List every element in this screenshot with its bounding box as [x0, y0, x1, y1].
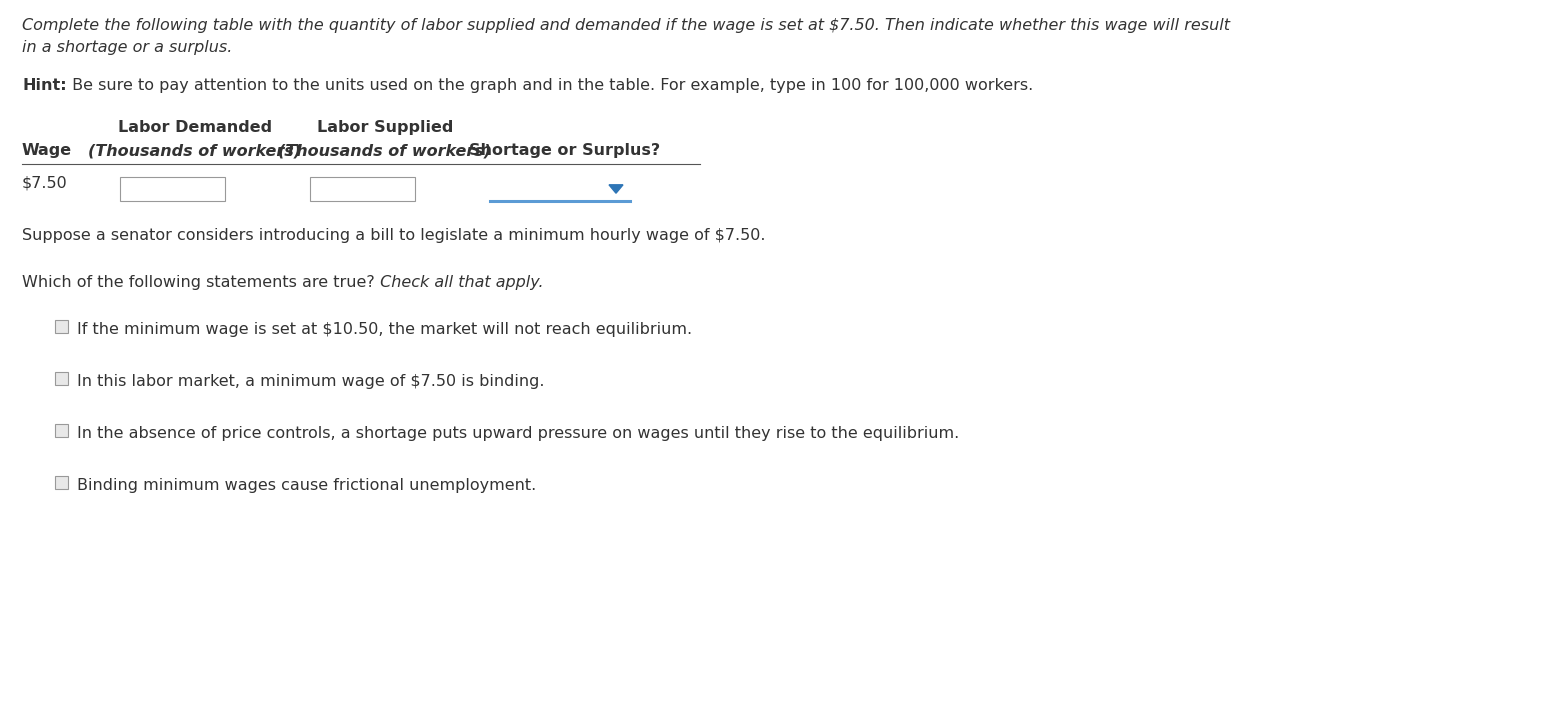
Text: (Thousands of workers): (Thousands of workers): [279, 143, 492, 158]
Text: If the minimum wage is set at $10.50, the market will not reach equilibrium.: If the minimum wage is set at $10.50, th…: [77, 322, 692, 337]
Text: Labor Supplied: Labor Supplied: [316, 120, 453, 135]
FancyBboxPatch shape: [56, 476, 68, 489]
Text: Be sure to pay attention to the units used on the graph and in the table. For ex: Be sure to pay attention to the units us…: [66, 78, 1033, 93]
Text: Suppose a senator considers introducing a bill to legislate a minimum hourly wag: Suppose a senator considers introducing …: [22, 228, 765, 243]
FancyBboxPatch shape: [120, 177, 225, 201]
Text: Which of the following statements are true?: Which of the following statements are tr…: [22, 275, 375, 290]
Text: Labor Demanded: Labor Demanded: [117, 120, 271, 135]
Text: Hint:: Hint:: [22, 78, 66, 93]
Text: In the absence of price controls, a shortage puts upward pressure on wages until: In the absence of price controls, a shor…: [77, 426, 959, 441]
Text: Complete the following table with the quantity of labor supplied and demanded if: Complete the following table with the qu…: [22, 18, 1231, 33]
Text: in a shortage or a surplus.: in a shortage or a surplus.: [22, 40, 233, 55]
FancyBboxPatch shape: [56, 320, 68, 333]
Text: In this labor market, a minimum wage of $7.50 is binding.: In this labor market, a minimum wage of …: [77, 374, 544, 389]
Text: Check all that apply.: Check all that apply.: [375, 275, 543, 290]
Text: $7.50: $7.50: [22, 175, 68, 190]
Text: Binding minimum wages cause frictional unemployment.: Binding minimum wages cause frictional u…: [77, 478, 537, 493]
FancyBboxPatch shape: [310, 177, 415, 201]
Polygon shape: [609, 185, 623, 193]
FancyBboxPatch shape: [56, 372, 68, 385]
Text: (Thousands of workers): (Thousands of workers): [88, 143, 302, 158]
FancyBboxPatch shape: [56, 424, 68, 437]
Text: Shortage or Surplus?: Shortage or Surplus?: [469, 143, 660, 158]
Text: Wage: Wage: [22, 143, 72, 158]
